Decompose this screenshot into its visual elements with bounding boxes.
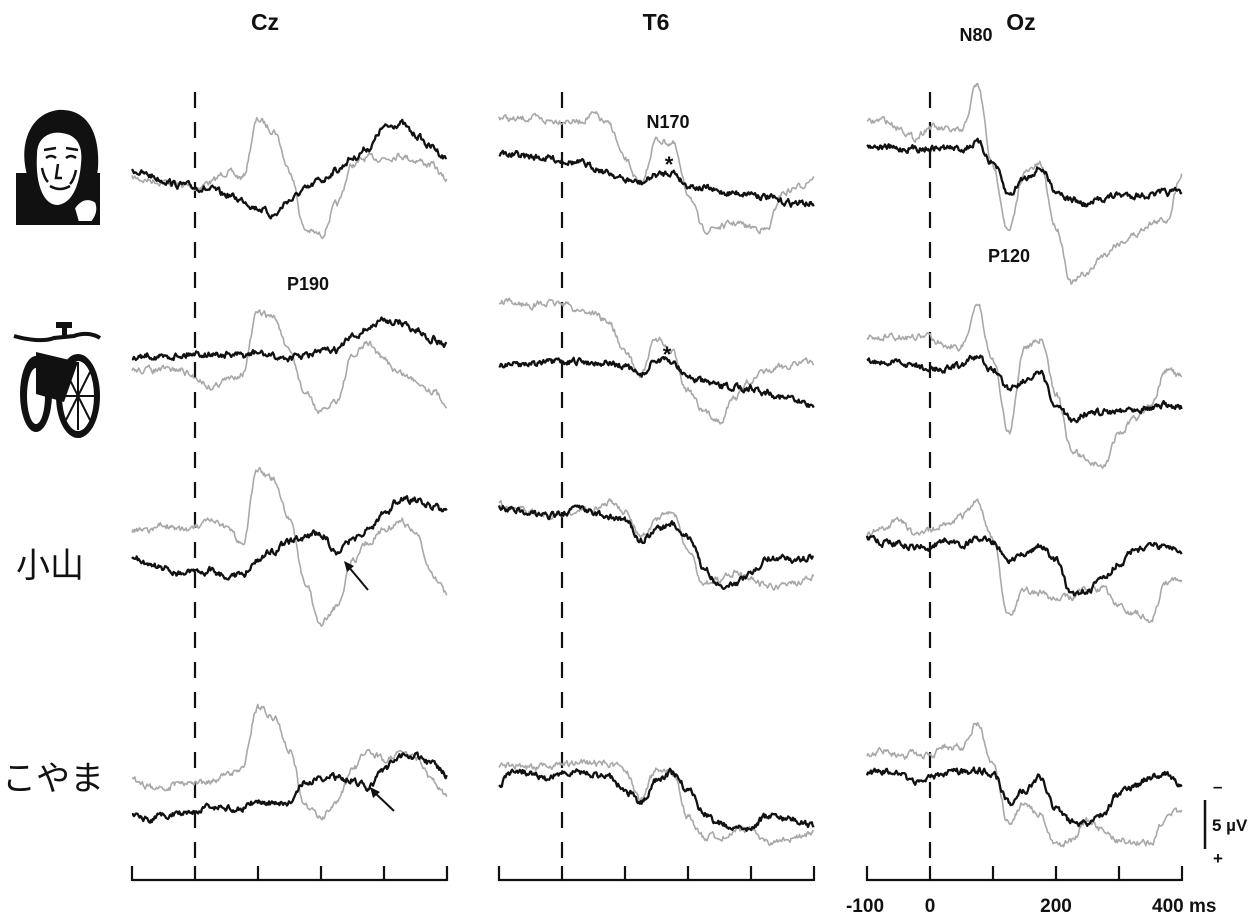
tick-label-minus100: -100 — [846, 896, 884, 917]
tick-label-0: 0 — [925, 896, 936, 917]
waveform-gray-row1-oz — [866, 82, 1183, 285]
face-drawing — [16, 109, 100, 225]
waveform-black-row4-cz — [131, 751, 448, 824]
time-axes — [130, 866, 1184, 882]
bicycle-drawing — [13, 322, 102, 438]
waveform-black-row1-t6 — [498, 149, 815, 208]
voltage-scale-bar: – 5 µV + — [1203, 777, 1248, 868]
column-title-oz: Oz — [1006, 9, 1035, 35]
waveform-black-row3-cz — [131, 495, 448, 581]
waveform-gray-row2-cz — [131, 309, 448, 415]
waveform-gray-row2-t6 — [498, 297, 815, 425]
waveform-gray-row4-t6 — [498, 758, 814, 846]
waveform-black-row2-oz — [866, 354, 1183, 424]
waveform-black-row4-t6 — [498, 767, 815, 832]
waveform-traces — [130, 82, 1183, 848]
asterisk-row1-t6: * — [665, 152, 674, 177]
waveform-gray-row1-cz — [131, 116, 448, 239]
waveform-black-row1-oz — [866, 137, 1183, 208]
asterisk-row2-t6: * — [663, 342, 672, 367]
waveform-black-row2-t6 — [498, 356, 815, 409]
label-n170: N170 — [646, 112, 689, 132]
waveform-gray-row3-t6 — [498, 498, 815, 591]
waveform-black-row2-cz — [131, 316, 448, 363]
waveform-black-row4-oz — [865, 766, 1183, 828]
column-title-cz: Cz — [251, 9, 279, 35]
row-label-kanji: 小山 — [16, 546, 84, 586]
waveform-gray-row2-oz — [866, 303, 1183, 469]
stimulus-onset-lines — [193, 92, 932, 866]
waveform-gray-row1-t6 — [498, 111, 815, 236]
arrow-row4-cz — [370, 787, 395, 812]
waveform-gray-row4-cz — [132, 703, 448, 821]
waveform-gray-row3-cz — [131, 466, 448, 627]
waveform-black-row3-t6 — [497, 504, 814, 591]
tick-label-200: 200 — [1040, 896, 1072, 917]
scale-label: 5 µV — [1212, 816, 1248, 835]
row-label-hiragana: こやま — [2, 759, 104, 799]
label-p190: P190 — [287, 274, 329, 294]
label-p120: P120 — [988, 246, 1030, 266]
waveform-black-row3-oz — [865, 534, 1183, 597]
scale-positive-sign: + — [1213, 849, 1223, 868]
arrow-row3-cz — [344, 561, 369, 591]
waveform-gray-row4-oz — [866, 721, 1183, 848]
waveform-gray-row3-oz — [866, 498, 1183, 624]
scale-negative-sign: – — [1213, 777, 1222, 796]
tick-label-400: 400 ms — [1152, 896, 1216, 917]
label-n80: N80 — [959, 25, 992, 45]
column-title-t6: T6 — [643, 9, 670, 35]
waveform-black-row1-cz — [130, 118, 448, 220]
